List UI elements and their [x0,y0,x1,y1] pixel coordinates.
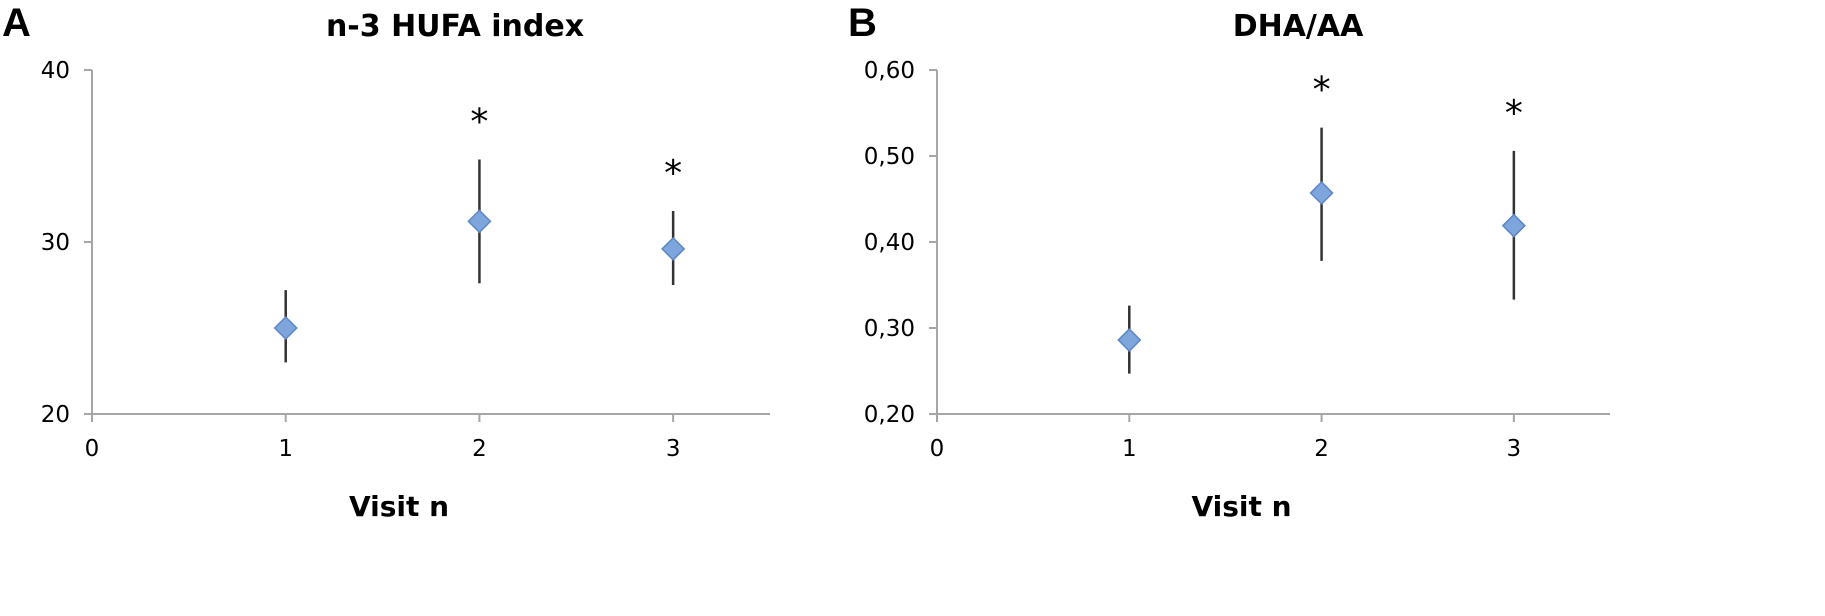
data-point-marker [467,209,492,234]
x-tick-label: 3 [1507,436,1522,462]
x-axis-title: Visit n [1191,490,1291,523]
panel-letter: B [848,1,877,45]
significance-marker: * [470,101,488,142]
data-point-marker [1309,180,1334,206]
y-tick-label: 0,40 [864,230,915,256]
x-tick-label: 0 [85,436,100,462]
significance-marker: * [664,153,682,194]
data-point-marker [661,236,686,261]
chart-panel-b: B DHA/AA 0,20 0,30 0,40 0,50 0,60 0 1 2 3 Visit n * * [848,1,1610,523]
chart-title: DHA/AA [1233,9,1364,44]
panel-letter: A [2,1,31,45]
x-tick-label: 1 [1122,436,1137,462]
y-tick-label: 40 [41,58,70,84]
x-axis-title: Visit n [349,490,449,523]
y-tick-label: 0,60 [864,58,915,84]
y-tick-label: 30 [41,230,70,256]
x-tick-label: 1 [278,436,293,462]
x-tick-label: 2 [472,436,487,462]
chart-title: n-3 HUFA index [326,9,584,44]
x-tick-label: 0 [930,436,945,462]
data-point-marker [273,315,298,341]
data-point-marker [1117,327,1142,353]
y-tick-label: 0,50 [864,144,915,170]
x-tick-label: 2 [1314,436,1329,462]
y-tick-label: 0,30 [864,316,915,342]
significance-marker: * [1313,70,1331,111]
y-tick-label: 0,20 [864,402,915,428]
y-tick-label: 20 [41,402,70,428]
x-tick-label: 3 [666,436,681,462]
data-point-marker [1501,213,1526,238]
significance-marker: * [1505,93,1523,134]
